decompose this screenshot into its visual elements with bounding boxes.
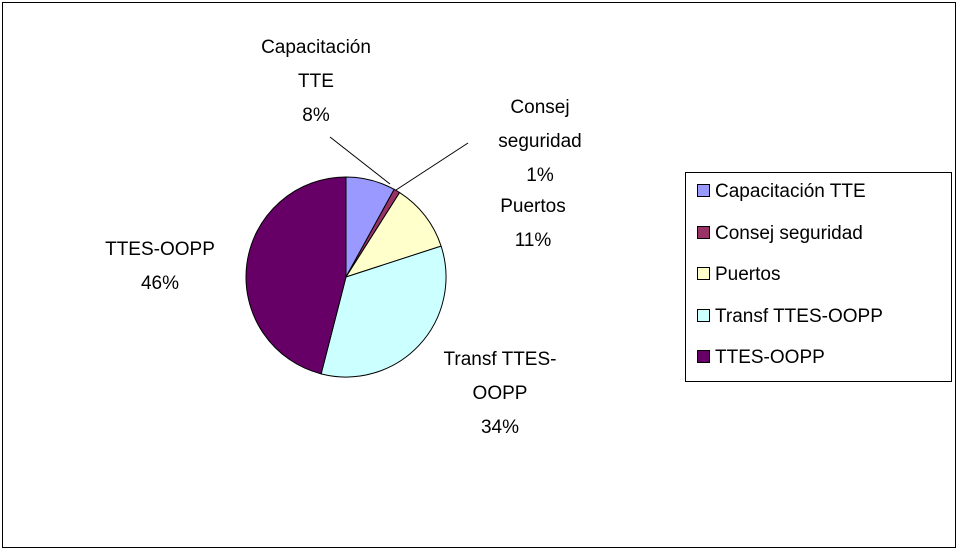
pie-slice: [320, 245, 447, 378]
data-label: Puertos 11%: [473, 190, 593, 258]
legend-swatch: [697, 308, 710, 322]
data-label-name: Consej seguridad: [498, 97, 582, 152]
pie-slice: [344, 191, 442, 278]
data-label-value: 1%: [526, 165, 554, 186]
legend-label: Puertos: [715, 264, 781, 285]
data-label-name: Puertos: [500, 196, 566, 217]
legend-swatch: [697, 184, 710, 197]
legend-item: Consej seguridad: [697, 223, 863, 245]
data-label-value: 34%: [480, 417, 520, 438]
data-label-name: TTES-OOPP: [105, 239, 215, 260]
data-label: Capacitación TTE 8%: [246, 31, 386, 133]
legend-label: Transf TTES-OOPP: [715, 305, 883, 327]
leader-line: [395, 142, 469, 191]
leader-line: [329, 136, 391, 185]
legend-item: Transf TTES-OOPP: [697, 306, 883, 328]
pie-slice: [245, 176, 347, 375]
data-label-value: 46%: [140, 273, 180, 294]
legend-item: Capacitación TTE: [697, 181, 866, 203]
data-label-value: 8%: [302, 105, 330, 126]
data-label-name: Capacitación TTE: [261, 37, 371, 92]
legend-item: TTES-OOPP: [697, 347, 825, 369]
data-label: TTES-OOPP 46%: [90, 233, 230, 301]
legend-item: Puertos: [697, 264, 780, 286]
legend-label: TTES-OOPP: [715, 347, 825, 368]
legend: [685, 172, 952, 382]
data-label-name: Transf TTES-OOPP: [443, 349, 557, 404]
legend-swatch: [697, 350, 710, 363]
legend-label: Consej seguridad: [715, 222, 863, 244]
data-label: Transf TTES-OOPP 34%: [425, 343, 575, 445]
legend-swatch: [697, 267, 710, 280]
legend-swatch: [697, 225, 710, 239]
data-label-value: 11%: [514, 230, 552, 251]
legend-label: Capacitación TTE: [715, 181, 866, 202]
data-label: Consej seguridad 1%: [483, 91, 598, 193]
